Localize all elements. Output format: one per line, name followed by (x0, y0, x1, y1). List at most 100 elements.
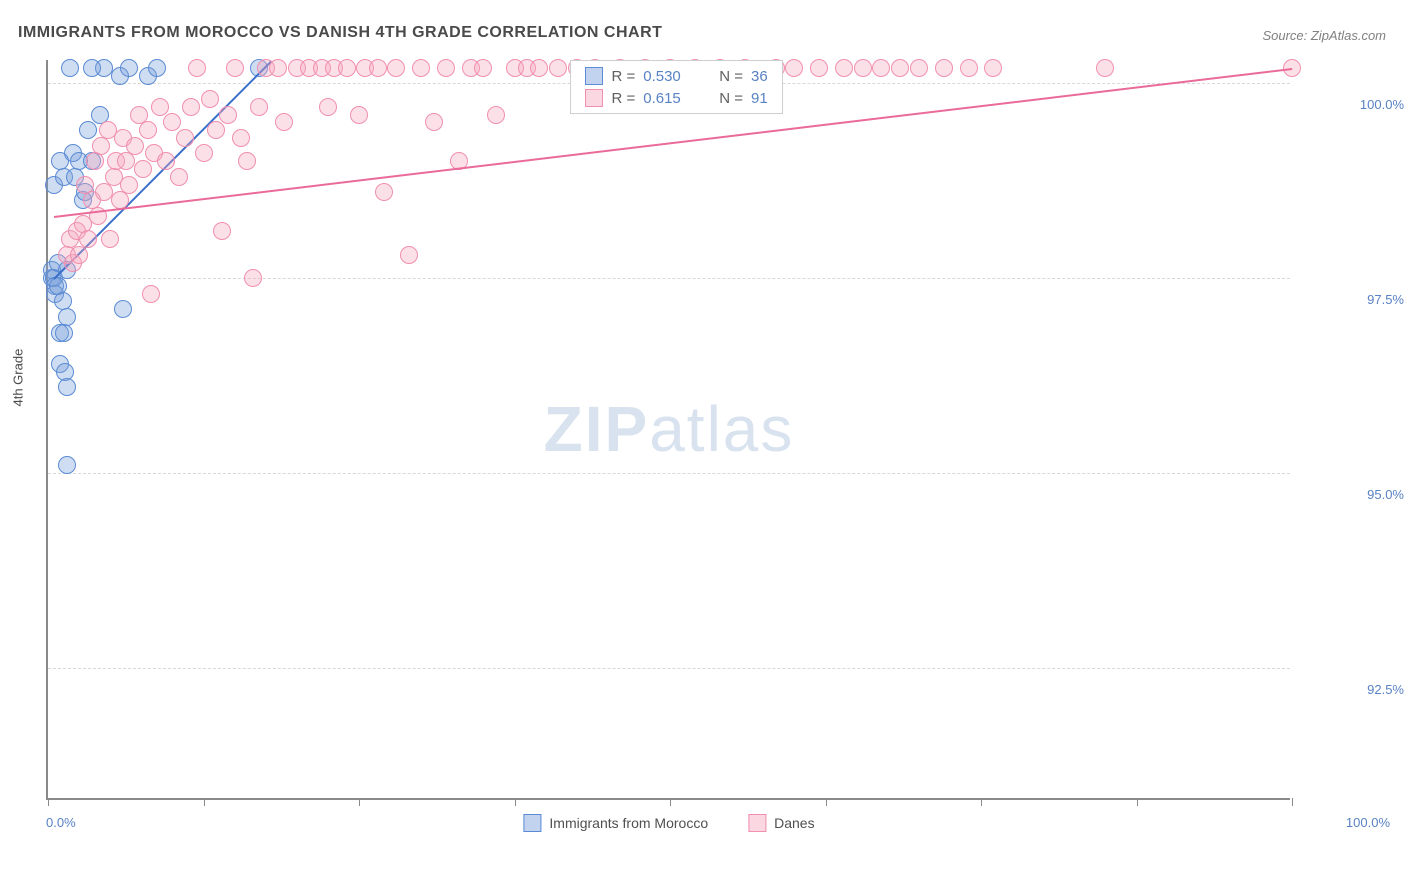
x-tick (204, 798, 205, 806)
point-danes (92, 137, 110, 155)
point-danes (872, 59, 890, 77)
point-danes (960, 59, 978, 77)
x-tick (1137, 798, 1138, 806)
point-danes (157, 152, 175, 170)
point-morocco (120, 59, 138, 77)
point-danes (275, 113, 293, 131)
point-danes (412, 59, 430, 77)
point-morocco (58, 308, 76, 326)
point-danes (86, 152, 104, 170)
point-danes (170, 168, 188, 186)
point-danes (226, 59, 244, 77)
source-attribution: Source: ZipAtlas.com (1262, 28, 1386, 43)
y-tick-label: 92.5% (1354, 682, 1404, 697)
x-min-label: 0.0% (46, 815, 76, 830)
point-danes (182, 98, 200, 116)
point-danes (250, 98, 268, 116)
legend-n-value: 36 (751, 68, 768, 85)
point-danes (891, 59, 909, 77)
point-morocco (58, 456, 76, 474)
chart-container: IMMIGRANTS FROM MOROCCO VS DANISH 4TH GR… (0, 0, 1406, 892)
point-danes (549, 59, 567, 77)
legend-r-label: R = (611, 90, 635, 107)
point-danes (195, 144, 213, 162)
point-morocco (55, 324, 73, 342)
x-tick (48, 798, 49, 806)
legend-item-morocco: Immigrants from Morocco (523, 814, 708, 832)
x-tick (981, 798, 982, 806)
point-danes (910, 59, 928, 77)
legend-swatch-pink (585, 89, 603, 107)
plot-area: ZIPatlas 4th Grade Immigrants from Moroc… (46, 60, 1290, 800)
gridline-h (48, 668, 1290, 669)
point-danes (101, 230, 119, 248)
legend-item-danes: Danes (748, 814, 814, 832)
x-tick (670, 798, 671, 806)
point-danes (219, 106, 237, 124)
x-tick (515, 798, 516, 806)
point-danes (487, 106, 505, 124)
legend-label-danes: Danes (774, 815, 814, 831)
legend-r-value: 0.615 (643, 90, 701, 107)
point-morocco (148, 59, 166, 77)
x-tick (359, 798, 360, 806)
point-danes (425, 113, 443, 131)
gridline-h (48, 278, 1290, 279)
legend-row: R = 0.615 N = 91 (585, 89, 767, 107)
legend-r-value: 0.530 (643, 68, 701, 85)
point-danes (176, 129, 194, 147)
point-danes (213, 222, 231, 240)
x-tick (1292, 798, 1293, 806)
point-danes (369, 59, 387, 77)
chart-title: IMMIGRANTS FROM MOROCCO VS DANISH 4TH GR… (18, 24, 662, 42)
point-danes (530, 59, 548, 77)
point-danes (350, 106, 368, 124)
correlation-legend: R = 0.530 N = 36R = 0.615 N = 91 (570, 60, 782, 114)
point-danes (70, 246, 88, 264)
point-danes (810, 59, 828, 77)
point-danes (375, 183, 393, 201)
point-danes (319, 98, 337, 116)
point-danes (120, 176, 138, 194)
point-danes (207, 121, 225, 139)
point-danes (139, 121, 157, 139)
point-danes (244, 269, 262, 287)
y-tick-label: 95.0% (1354, 487, 1404, 502)
point-morocco (79, 121, 97, 139)
point-danes (232, 129, 250, 147)
point-danes (201, 90, 219, 108)
point-danes (785, 59, 803, 77)
point-danes (188, 59, 206, 77)
point-danes (269, 59, 287, 77)
point-danes (126, 137, 144, 155)
gridline-h (48, 473, 1290, 474)
point-danes (163, 113, 181, 131)
legend-swatch-blue (523, 814, 541, 832)
point-danes (338, 59, 356, 77)
point-morocco (114, 300, 132, 318)
point-danes (854, 59, 872, 77)
legend-swatch-pink (748, 814, 766, 832)
watermark: ZIPatlas (544, 392, 795, 466)
point-morocco (83, 59, 101, 77)
point-danes (151, 98, 169, 116)
y-tick-label: 100.0% (1354, 97, 1404, 112)
point-danes (474, 59, 492, 77)
legend-row: R = 0.530 N = 36 (585, 67, 767, 85)
watermark-bold: ZIP (544, 393, 650, 465)
point-danes (238, 152, 256, 170)
y-axis-title: 4th Grade (11, 349, 26, 407)
point-danes (984, 59, 1002, 77)
point-danes (935, 59, 953, 77)
point-morocco (61, 59, 79, 77)
point-danes (437, 59, 455, 77)
point-danes (835, 59, 853, 77)
point-danes (387, 59, 405, 77)
watermark-light: atlas (649, 393, 794, 465)
legend-r-label: R = (611, 68, 635, 85)
legend-n-value: 91 (751, 90, 768, 107)
bottom-legend: Immigrants from Morocco Danes (523, 814, 814, 832)
point-danes (79, 230, 97, 248)
legend-n-label: N = (719, 68, 743, 85)
y-tick-label: 97.5% (1354, 292, 1404, 307)
